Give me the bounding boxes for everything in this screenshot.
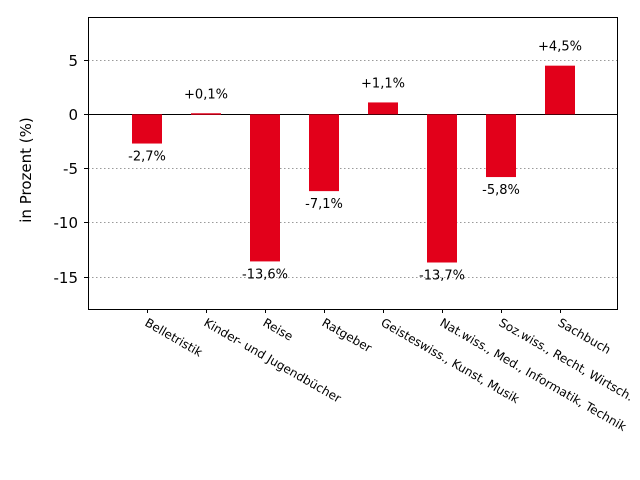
bar-value-label: +0,1%: [184, 87, 228, 102]
bar: [486, 114, 516, 178]
bar: [368, 102, 398, 115]
bar-value-label: -7,1%: [305, 197, 343, 212]
y-tick-label: -5: [63, 160, 78, 178]
bar-value-label: -5,8%: [482, 183, 520, 198]
y-axis-ticks: 5 0 -5 -10 -15: [54, 52, 88, 287]
y-tick-label: -15: [54, 269, 79, 287]
x-tick-label: Ratgeber: [320, 315, 375, 355]
bar-value-label: -13,7%: [419, 268, 465, 283]
y-axis-title: in Prozent (%): [17, 117, 35, 222]
x-tick-label: Belletristik: [143, 315, 205, 359]
bar: [545, 65, 575, 115]
bar: [250, 114, 280, 262]
y-tick-label: 0: [68, 106, 78, 124]
gridlines: [88, 60, 617, 278]
bar-value-label: -2,7%: [128, 150, 166, 165]
bar: [427, 114, 457, 263]
x-tick-label: Reise: [261, 315, 296, 343]
bar: [309, 114, 339, 192]
y-tick-label: -10: [54, 214, 79, 232]
bar: [132, 114, 162, 144]
bar: [191, 113, 221, 115]
bars: [132, 65, 575, 263]
bar-value-label: +4,5%: [538, 40, 582, 55]
y-tick-label: 5: [68, 52, 78, 70]
bar-value-label: +1,1%: [361, 76, 405, 91]
bar-value-label: -13,6%: [242, 267, 288, 282]
plot-area-frame: [88, 17, 618, 310]
data-labels: -2,7% +0,1% -13,6% -7,1% +1,1% -13,7% -5,8% +4,…: [128, 40, 582, 284]
